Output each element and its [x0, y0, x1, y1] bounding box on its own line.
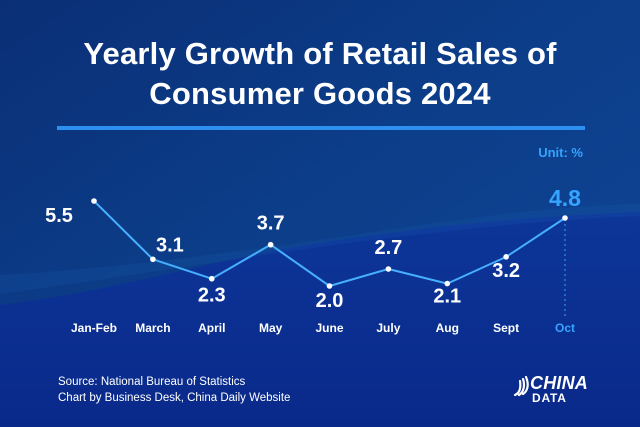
data-point-sept: [503, 254, 509, 260]
x-tick-april: April: [198, 321, 225, 335]
data-label-oct: 4.8: [549, 185, 581, 211]
x-tick-july: July: [376, 321, 400, 335]
data-label-march: 3.1: [156, 234, 184, 256]
credit-text: Chart by Business Desk, China Daily Webs…: [58, 392, 291, 404]
x-tick-may: May: [259, 321, 283, 335]
data-label-sept: 3.2: [492, 260, 520, 282]
title-divider: [57, 126, 585, 130]
data-label-jan-feb: 5.5: [45, 205, 73, 227]
data-label-aug: 2.1: [433, 286, 461, 308]
background-wave: [0, 212, 640, 427]
data-label-april: 2.3: [198, 285, 226, 307]
title-line-2: Consumer Goods 2024: [149, 76, 491, 111]
title-line-1: Yearly Growth of Retail Sales of: [83, 36, 557, 71]
logo-swirl-icon: [513, 375, 529, 397]
data-point-aug: [444, 280, 451, 287]
x-tick-sept: Sept: [493, 321, 519, 335]
x-tick-march: March: [135, 321, 170, 335]
source-text: Source: National Bureau of Statistics: [58, 376, 246, 388]
data-label-june: 2.0: [316, 290, 344, 312]
data-label-july: 2.7: [374, 237, 402, 259]
unit-label: Unit: %: [538, 145, 583, 160]
background-wave-highlight: [0, 204, 640, 294]
x-tick-june: June: [315, 321, 343, 335]
data-point-may: [267, 241, 274, 248]
data-point-april: [208, 275, 215, 282]
china-data-logo: CHINA DATA: [512, 373, 594, 409]
data-point-july: [385, 266, 392, 272]
logo-line-2: DATA: [532, 391, 567, 405]
chart-title: Yearly Growth of Retail Sales of Consume…: [0, 34, 640, 114]
data-point-oct: [562, 215, 568, 221]
data-point-march: [150, 256, 156, 263]
chart-footer: Source: National Bureau of Statistics Ch…: [58, 374, 290, 406]
logo-line-1: CHINA: [530, 373, 588, 393]
data-point-june: [326, 283, 333, 289]
x-tick-jan-feb: Jan-Feb: [71, 321, 117, 335]
x-tick-aug: Aug: [436, 321, 459, 335]
x-tick-oct: Oct: [555, 321, 575, 335]
data-label-may: 3.7: [257, 213, 285, 235]
data-point-jan-feb: [91, 198, 97, 204]
